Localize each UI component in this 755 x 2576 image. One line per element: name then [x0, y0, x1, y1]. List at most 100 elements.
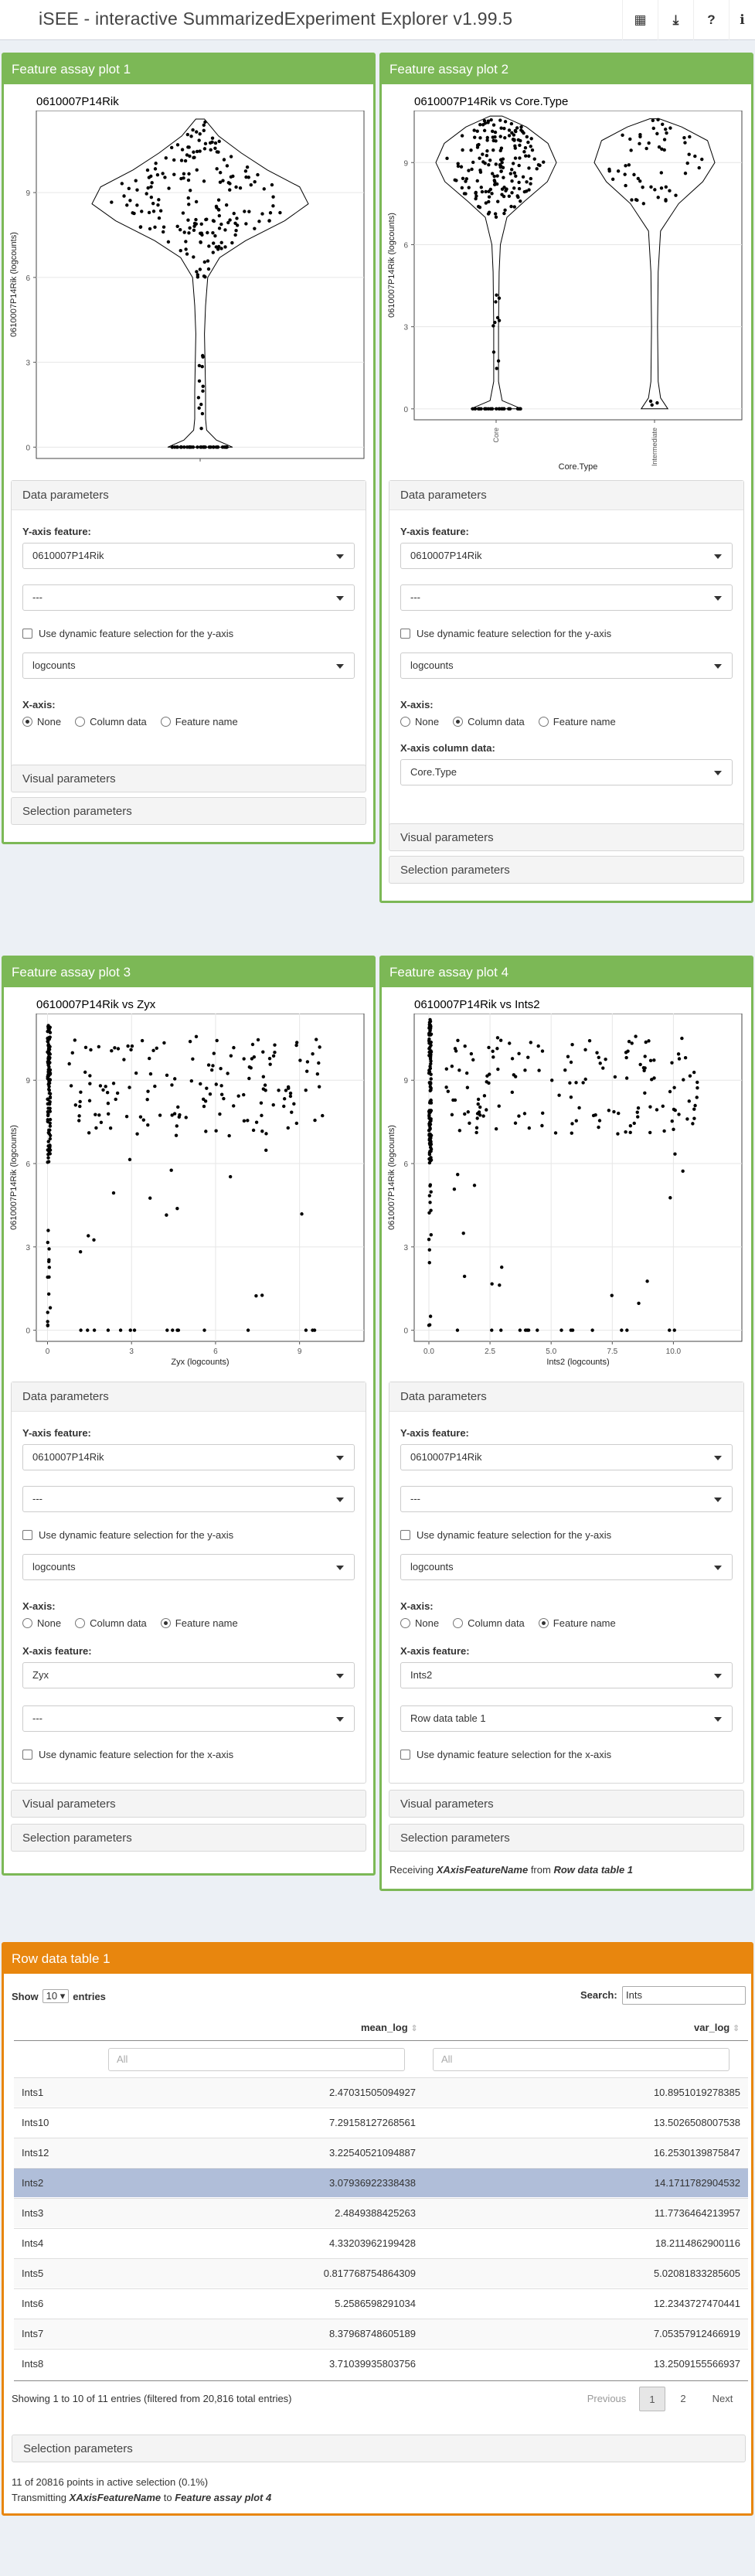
data-point	[676, 1052, 681, 1056]
column-header-var-log[interactable]: var_log ⇕	[694, 2022, 740, 2033]
radio-none[interactable]: None	[22, 1617, 61, 1629]
data-parameters-header[interactable]: Data parameters	[12, 1382, 366, 1412]
y-axis-feature-select[interactable]: 0610007P14Rik	[22, 1444, 355, 1470]
selection-parameters-box[interactable]: Selection parameters	[11, 797, 366, 825]
table-row[interactable]: Ints3 2.4849388425263 11.7736464213957	[14, 2198, 748, 2227]
radio-dot[interactable]	[22, 1618, 32, 1628]
data-parameters-header[interactable]: Data parameters	[389, 1382, 743, 1412]
assay-select[interactable]: logcounts	[22, 653, 355, 679]
table-row[interactable]: Ints4 4.33203962199428 18.2114862900116	[14, 2228, 748, 2257]
radio-dot[interactable]	[400, 1618, 410, 1628]
assay-select[interactable]: logcounts	[400, 1554, 733, 1580]
dynamic-x-checkbox[interactable]: Use dynamic feature selection for the x-…	[22, 1749, 233, 1760]
dynamic-y-checkbox[interactable]: Use dynamic feature selection for the y-…	[22, 1529, 233, 1541]
radio-dot[interactable]	[160, 717, 171, 727]
search-input[interactable]: Ints	[622, 1986, 746, 2005]
data-point	[146, 1089, 150, 1093]
table-row[interactable]: Ints6 5.2586598291034 12.2343727470441	[14, 2288, 748, 2318]
radio-dot[interactable]	[160, 1618, 171, 1628]
table-row[interactable]: Ints10 7.29158127268561 13.5026508007538	[14, 2107, 748, 2137]
dynamic-x-checkbox[interactable]: Use dynamic feature selection for the x-…	[400, 1749, 611, 1760]
y-axis-feature-select[interactable]: 0610007P14Rik	[400, 1444, 733, 1470]
checkbox-box[interactable]	[22, 1530, 32, 1540]
table-row[interactable]: Ints8 3.71039935803756 13.2509155566937	[14, 2349, 748, 2378]
violin-plot[interactable]: 0 3 6 9 0610007P14Rik (logcounts)	[4, 111, 373, 520]
radio-dot[interactable]	[75, 1618, 86, 1628]
dynamic-y-checkbox[interactable]: Use dynamic feature selection for the y-…	[22, 628, 233, 639]
assay-select[interactable]: logcounts	[22, 1554, 355, 1580]
download-icon[interactable]: ⤓	[658, 0, 693, 40]
checkbox-box[interactable]	[22, 629, 32, 639]
radio-feature-name[interactable]: Feature name	[160, 1617, 238, 1629]
mean-log-filter[interactable]: All	[108, 2048, 405, 2071]
visual-parameters-box[interactable]: Visual parameters	[11, 1790, 366, 1818]
data-point	[261, 1087, 266, 1091]
radio-none[interactable]: None	[400, 1617, 439, 1629]
radio-none[interactable]: None	[400, 716, 439, 727]
radio-feature-name[interactable]: Feature name	[538, 716, 616, 727]
var-log-filter[interactable]: All	[433, 2048, 729, 2071]
scatter-plot[interactable]: 0 3 6 9 0.0 2.5 5.0 7.5 10.0 0610007P14Rik (logco…	[382, 1014, 751, 1416]
y-axis-source-select[interactable]: ---	[400, 584, 733, 611]
column-header-mean-log[interactable]: mean_log ⇕	[361, 2022, 418, 2033]
radio-dot[interactable]	[453, 717, 464, 727]
selection-parameters-box[interactable]: Selection parameters	[12, 2435, 746, 2462]
data-parameters-header[interactable]: Data parameters	[389, 481, 743, 510]
radio-dot[interactable]	[22, 717, 32, 727]
x-axis-feature-select[interactable]: Zyx	[22, 1662, 355, 1688]
table-row[interactable]: Ints12 3.22540521094887 16.2530139875847	[14, 2138, 748, 2167]
data-point	[464, 1071, 469, 1075]
x-axis-source-select[interactable]: Row data table 1	[400, 1705, 733, 1732]
help-icon[interactable]: ?	[693, 0, 729, 40]
radio-dot[interactable]	[75, 717, 86, 727]
violin-plot[interactable]: 0 3 6 9 0610007P14Rik (logcounts) Core.Type Co…	[382, 111, 751, 528]
radio-dot[interactable]	[400, 717, 410, 727]
radio-feature-name[interactable]: Feature name	[538, 1617, 616, 1629]
pager-page-2[interactable]: 2	[680, 2393, 686, 2404]
y-axis-source-select[interactable]: ---	[400, 1486, 733, 1512]
radio-column-data[interactable]: Column data	[75, 716, 147, 727]
checkbox-box[interactable]	[22, 1750, 32, 1760]
table-row[interactable]: Ints5 0.817768754864309 5.02081833285605	[14, 2258, 748, 2288]
x-axis-feature-select[interactable]: Ints2	[400, 1662, 733, 1688]
dynamic-y-checkbox[interactable]: Use dynamic feature selection for the y-…	[400, 628, 611, 639]
radio-column-data[interactable]: Column data	[453, 1617, 525, 1629]
checkbox-box[interactable]	[400, 1530, 410, 1540]
table-row[interactable]: Ints2 3.07936922338438 14.1711782904532	[14, 2168, 748, 2197]
radio-dot[interactable]	[453, 1618, 464, 1628]
radio-dot[interactable]	[538, 717, 549, 727]
y-axis-feature-select[interactable]: 0610007P14Rik	[22, 543, 355, 569]
radio-feature-name[interactable]: Feature name	[160, 716, 238, 727]
selection-parameters-box[interactable]: Selection parameters	[389, 1824, 744, 1852]
page-length-select[interactable]: 10 ▾	[42, 1989, 70, 2003]
visual-parameters-box[interactable]: Visual parameters	[11, 765, 366, 792]
selection-parameters-box[interactable]: Selection parameters	[389, 856, 744, 884]
x-axis-column-data-select[interactable]: Core.Type	[400, 759, 733, 785]
table-row[interactable]: Ints1 2.47031505094927 10.8951019278385	[14, 2077, 748, 2107]
grid-icon[interactable]: ▦	[622, 0, 658, 40]
pager-page-1[interactable]: 1	[639, 2387, 665, 2411]
scatter-plot[interactable]: 0 3 6 9 0 3 6 9 0610007P14Rik (logcounts) Zyx (lo…	[4, 1014, 373, 1416]
visual-parameters-box[interactable]: Visual parameters	[389, 1790, 744, 1818]
checkbox-box[interactable]	[400, 1750, 410, 1760]
pager-previous[interactable]: Previous	[587, 2393, 627, 2404]
data-point	[427, 1153, 432, 1157]
data-parameters-header[interactable]: Data parameters	[12, 481, 366, 510]
radio-dot[interactable]	[538, 1618, 549, 1628]
x-axis-source-select[interactable]: ---	[22, 1705, 355, 1732]
data-point	[512, 133, 516, 137]
radio-column-data[interactable]: Column data	[453, 716, 525, 727]
table-row[interactable]: Ints7 8.37968748605189 7.05357912466919	[14, 2319, 748, 2348]
y-axis-source-select[interactable]: ---	[22, 584, 355, 611]
assay-select[interactable]: logcounts	[400, 653, 733, 679]
dynamic-y-checkbox[interactable]: Use dynamic feature selection for the y-…	[400, 1529, 611, 1541]
info-icon[interactable]: ℹ	[729, 0, 755, 40]
y-axis-source-select[interactable]: ---	[22, 1486, 355, 1512]
radio-column-data[interactable]: Column data	[75, 1617, 147, 1629]
checkbox-box[interactable]	[400, 629, 410, 639]
radio-none[interactable]: None	[22, 716, 61, 727]
y-axis-feature-select[interactable]: 0610007P14Rik	[400, 543, 733, 569]
visual-parameters-box[interactable]: Visual parameters	[389, 823, 744, 851]
selection-parameters-box[interactable]: Selection parameters	[11, 1824, 366, 1852]
pager-next[interactable]: Next	[712, 2393, 733, 2404]
